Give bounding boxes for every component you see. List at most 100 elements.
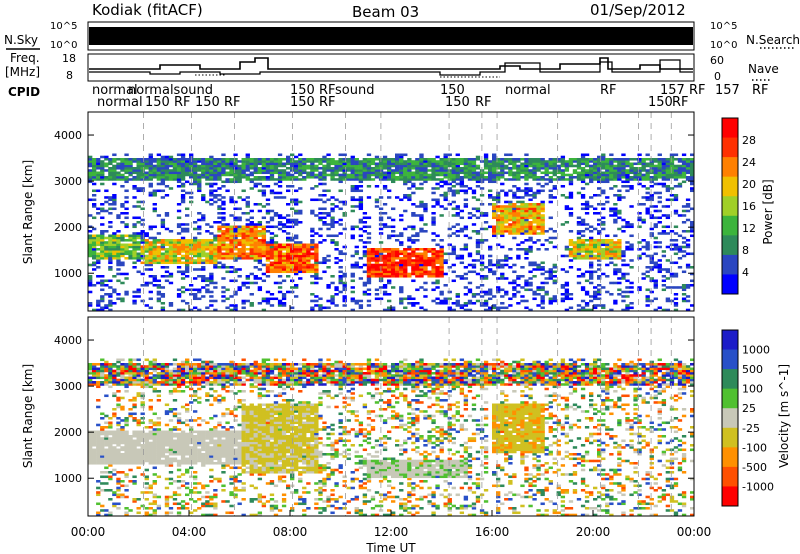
power-cell [637, 288, 642, 292]
power-cell [217, 245, 222, 249]
power-cell [629, 164, 634, 168]
power-cell [532, 290, 537, 294]
power-cell [423, 173, 428, 177]
power-cell [382, 158, 388, 161]
power-cell [653, 182, 658, 186]
power-cell [314, 173, 319, 177]
power-cell [536, 304, 541, 307]
power-cell [350, 275, 355, 278]
power-cell [463, 277, 469, 280]
power-cell [387, 234, 392, 238]
power-cell [387, 162, 392, 166]
power-cell [447, 297, 452, 301]
power-cell [217, 266, 222, 269]
power-cell [395, 239, 400, 242]
power-cell [96, 252, 101, 256]
power-cell [605, 234, 610, 238]
power-cell [512, 209, 517, 213]
power-cell [277, 268, 283, 271]
power-cell [629, 234, 634, 238]
power-cell [273, 241, 279, 244]
power-cell [621, 252, 626, 256]
power-cell [516, 176, 521, 179]
power-cell [330, 281, 335, 285]
power-cell [496, 277, 501, 280]
velocity-cell [132, 430, 137, 434]
power-cell [605, 241, 610, 244]
power-cell [92, 216, 97, 220]
power-cell [629, 169, 634, 172]
power-cell [641, 173, 646, 177]
power-cell [176, 259, 182, 262]
power-cell [326, 227, 331, 231]
power-cell [281, 252, 287, 256]
power-cell [318, 241, 323, 244]
power-cell [589, 270, 594, 274]
power-cell [314, 270, 319, 274]
power-cell [249, 248, 254, 251]
power-cell [249, 230, 254, 233]
power-cell [281, 293, 287, 296]
power-cell [496, 290, 501, 294]
power-cell [237, 232, 242, 235]
power-cell [144, 268, 149, 271]
velocity-cell [116, 471, 121, 474]
power-cell [403, 306, 408, 310]
power-cell [310, 227, 315, 231]
velocity-cell [104, 513, 109, 517]
power-cell [257, 257, 263, 260]
power-cell [609, 214, 614, 217]
power-cell [124, 245, 129, 249]
power-cell [657, 176, 662, 179]
power-cell [496, 261, 501, 265]
velocity-cell [112, 412, 117, 416]
power-cell [124, 200, 129, 204]
power-cell [593, 293, 598, 296]
power-cell [685, 167, 691, 170]
velocity-cell [116, 482, 121, 485]
power-cell [512, 173, 517, 177]
power-cell [580, 243, 586, 247]
power-cell [488, 225, 493, 229]
power-cell [504, 277, 509, 280]
power-cell [314, 263, 319, 267]
power-cell [516, 205, 521, 208]
power-cell [92, 234, 97, 238]
power-cell [613, 257, 618, 260]
power-cell [237, 254, 242, 258]
power-cell [568, 178, 574, 181]
power-cell [366, 257, 372, 260]
power-cell [176, 223, 182, 226]
power-cell [140, 234, 145, 238]
power-cell [601, 162, 606, 166]
power-cell [160, 169, 166, 172]
power-cell [407, 295, 412, 298]
power-cell [132, 299, 137, 303]
power-cell [455, 160, 460, 163]
power-cell [621, 277, 626, 280]
power-cell [661, 176, 667, 179]
power-cell [168, 245, 174, 249]
velocity-cell [96, 439, 101, 443]
power-cell [277, 299, 283, 303]
power-cell [108, 241, 113, 244]
power-cell [237, 176, 242, 179]
velocity-cell [108, 374, 113, 377]
power-cell [217, 187, 222, 190]
power-cell [290, 173, 295, 177]
power-cell [532, 293, 537, 296]
power-cell [160, 241, 166, 244]
power-cell [419, 259, 424, 262]
power-cell [104, 189, 109, 193]
power-cell [431, 171, 436, 175]
power-cell [673, 178, 679, 181]
power-cell [201, 279, 206, 283]
power-cell [330, 225, 335, 229]
power-cell [403, 196, 408, 199]
power-cell [395, 263, 400, 267]
velocity-cell [128, 369, 133, 373]
power-cell [447, 173, 452, 177]
power-cell [148, 257, 153, 260]
power-cell [508, 230, 513, 233]
power-cell [613, 209, 618, 213]
